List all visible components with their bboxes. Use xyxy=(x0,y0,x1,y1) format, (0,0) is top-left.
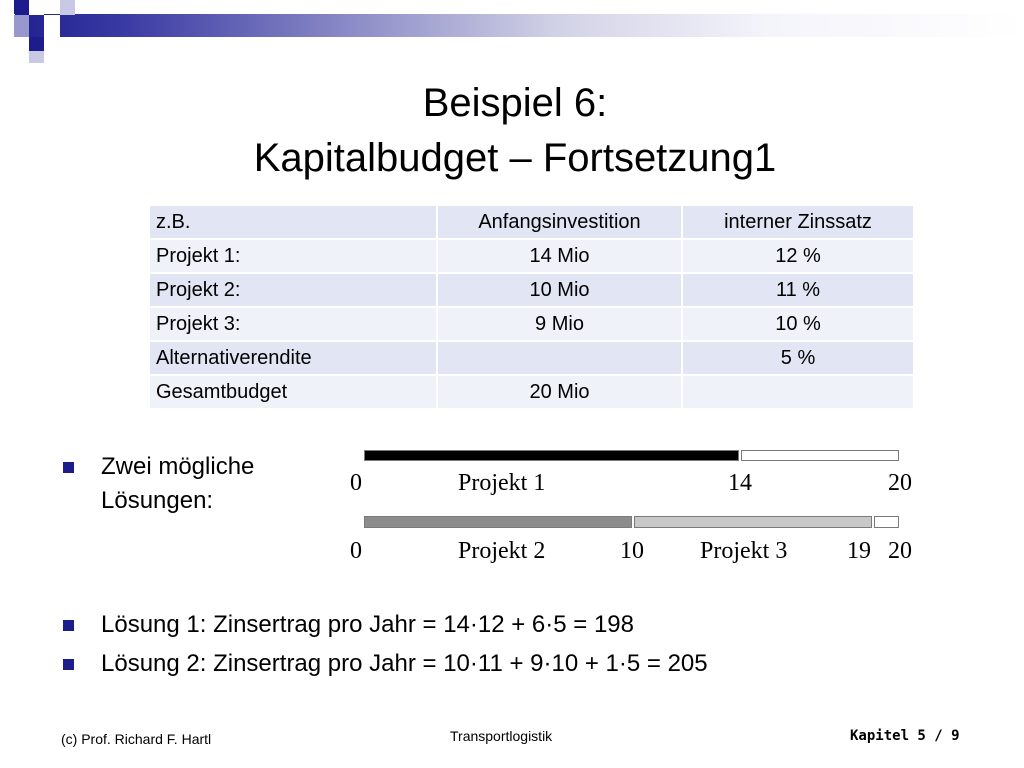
table-cell: 11 % xyxy=(681,272,915,308)
table-row: Gesamtbudget 20 Mio xyxy=(148,374,915,410)
row2-mid-b-label: 19 xyxy=(847,538,871,564)
investment-table: z.B. Anfangsinvestition interner Zinssat… xyxy=(148,204,915,410)
header-square xyxy=(44,15,60,37)
table-cell xyxy=(436,340,683,376)
footer-author: (c) Prof. Richard F. Hartl xyxy=(61,731,212,747)
row1-segment xyxy=(364,450,739,461)
table-row: Alternativerendite 5 % xyxy=(148,340,915,376)
table-header-row: z.B. Anfangsinvestition interner Zinssat… xyxy=(148,204,915,240)
header-square xyxy=(14,15,29,37)
row2-project-a-label: Projekt 2 xyxy=(458,538,546,564)
table-cell: Projekt 3: xyxy=(148,306,438,342)
bullet-square-icon xyxy=(63,659,74,670)
table-cell: 10 % xyxy=(681,306,915,342)
header-square xyxy=(29,0,44,15)
table-cell: 12 % xyxy=(681,238,915,274)
row1-mid-label: 14 xyxy=(728,470,752,496)
table-cell: 9 Mio xyxy=(436,306,683,342)
page-title-line1: Beispiel 6: xyxy=(422,81,608,125)
footer-chapter: Kapitel 5 / 9 xyxy=(850,728,960,744)
table-cell: Alternativerendite xyxy=(148,340,438,376)
row2-segment xyxy=(364,516,632,528)
bullet-text: Lösung 2: Zinsertrag pro Jahr = 10·11 + … xyxy=(101,650,708,677)
header-gradient-band xyxy=(0,14,1024,37)
table-header-cell: interner Zinssatz xyxy=(681,204,915,240)
row2-segment xyxy=(633,516,873,528)
page-title-line2: Kapitalbudget – Fortsetzung1 xyxy=(253,136,777,180)
bullet-square-icon xyxy=(63,620,74,631)
bullet-text: Lösungen: xyxy=(101,487,214,514)
bullet-text: Zwei mögliche xyxy=(101,453,255,480)
header-square xyxy=(60,0,75,15)
table-cell: 14 Mio xyxy=(436,238,683,274)
table-cell xyxy=(681,374,915,410)
bullet-text: Lösung 1: Zinsertrag pro Jahr = 14·12 + … xyxy=(101,611,635,638)
header-square xyxy=(29,51,44,63)
row2-end-label: 20 xyxy=(888,538,912,564)
header-square xyxy=(14,0,29,15)
row2-start-label: 0 xyxy=(350,538,362,564)
row2-project-b-label: Projekt 3 xyxy=(700,538,788,564)
row2-mid-a-label: 10 xyxy=(620,538,644,564)
table-header-cell: z.B. xyxy=(148,204,438,240)
header-square xyxy=(0,14,15,37)
table-row: Projekt 3: 9 Mio 10 % xyxy=(148,306,915,342)
table-cell: 10 Mio xyxy=(436,272,683,308)
table-cell: Projekt 2: xyxy=(148,272,438,308)
table-cell: 5 % xyxy=(681,340,915,376)
table-cell: Projekt 1: xyxy=(148,238,438,274)
table-row: Projekt 1: 14 Mio 12 % xyxy=(148,238,915,274)
table-row: Projekt 2: 10 Mio 11 % xyxy=(148,272,915,308)
row2-segment xyxy=(874,516,899,528)
footer-course: Transportlogistik xyxy=(450,728,553,744)
header-square xyxy=(29,37,44,51)
row1-start-label: 0 xyxy=(350,470,362,496)
bullet-square-icon xyxy=(63,462,74,473)
row1-project-label: Projekt 1 xyxy=(458,470,546,496)
row1-end-label: 20 xyxy=(888,470,912,496)
row1-segment xyxy=(740,450,899,461)
table-header-cell: Anfangsinvestition xyxy=(436,204,683,240)
table-cell: Gesamtbudget xyxy=(148,374,438,410)
table-cell: 20 Mio xyxy=(436,374,683,410)
